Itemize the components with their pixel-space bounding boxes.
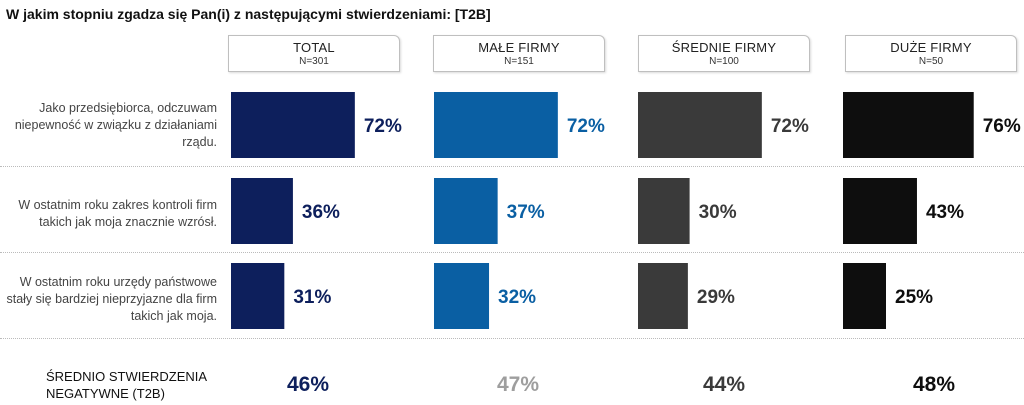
header-name: DUŻE FIRMY (890, 40, 972, 55)
summary-value-duze: 48% (912, 373, 956, 396)
bar-srednie-2 (638, 178, 690, 244)
data-label-srednie-1: 72% (771, 116, 809, 137)
summary-value-total: 46% (286, 373, 330, 396)
statement-label-3: W ostatnim roku urzędy państwowe stały s… (6, 275, 217, 323)
bar-duze-1 (843, 92, 974, 158)
header-name: ŚREDNIE FIRMY (671, 40, 777, 55)
header-n: N=301 (299, 56, 329, 67)
header-n: N=151 (504, 56, 534, 67)
data-label-total-2: 36% (302, 202, 340, 223)
bar-male-2 (434, 178, 498, 244)
row-separator (0, 252, 1024, 253)
statement-label-2: W ostatnim roku zakres kontroli firm tak… (18, 198, 217, 229)
bar-male-3 (434, 263, 490, 329)
summary-value-male: 47% (496, 373, 540, 396)
row-separator (0, 338, 1024, 339)
header-name: MAŁE FIRMY (478, 40, 560, 55)
data-label-male-2: 37% (507, 202, 545, 223)
chart-title: W jakim stopniu zgadza się Pan(i) z nast… (6, 6, 491, 22)
summary-label: ŚREDNIO STWIERDZENIA NEGATYWNE (T2B) (46, 368, 207, 402)
row-separator (0, 166, 1024, 167)
bar-male-1 (434, 92, 558, 158)
statement-label-1: Jako przedsiębiorca, odczuwam niepewność… (14, 101, 217, 149)
data-label-srednie-2: 30% (699, 202, 737, 223)
data-label-total-1: 72% (364, 116, 402, 137)
header-duze: DUŻE FIRMY N=50 (845, 35, 1017, 72)
data-label-duze-3: 25% (895, 287, 933, 308)
summary-label-line2: NEGATYWNE (T2B) (46, 386, 165, 401)
bar-total-2 (231, 178, 293, 244)
bar-total-1 (231, 92, 355, 158)
data-label-srednie-3: 29% (697, 287, 735, 308)
data-label-total-3: 31% (293, 287, 331, 308)
header-male: MAŁE FIRMY N=151 (433, 35, 605, 72)
bar-srednie-3 (638, 263, 688, 329)
header-srednie: ŚREDNIE FIRMY N=100 (638, 35, 810, 72)
data-label-duze-2: 43% (926, 202, 964, 223)
header-name: TOTAL (293, 40, 335, 55)
header-n: N=50 (918, 56, 944, 67)
data-label-duze-1: 76% (983, 116, 1021, 137)
data-label-male-3: 32% (498, 287, 536, 308)
bar-total-3 (231, 263, 285, 329)
summary-value-srednie: 44% (702, 373, 746, 396)
bar-srednie-1 (638, 92, 762, 158)
header-n: N=100 (709, 56, 739, 67)
header-total: TOTAL N=301 (228, 35, 400, 72)
data-label-male-1: 72% (567, 116, 605, 137)
bar-duze-3 (843, 263, 886, 329)
bar-duze-2 (843, 178, 917, 244)
summary-label-line1: ŚREDNIO STWIERDZENIA (46, 369, 208, 384)
